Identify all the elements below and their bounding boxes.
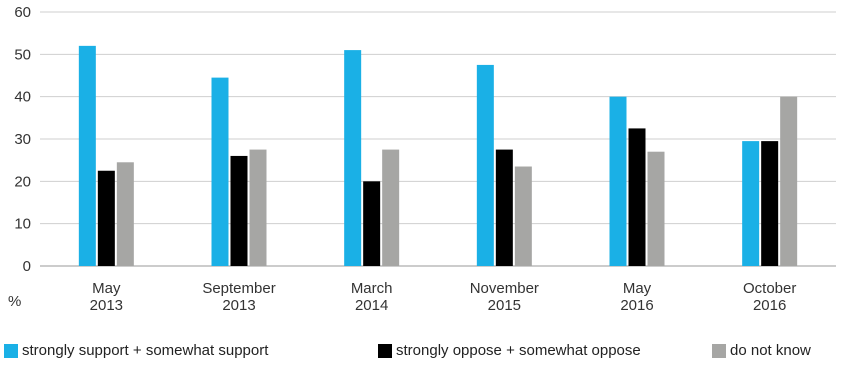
bar-series-1-3 <box>495 149 513 266</box>
bar-series-1-5 <box>761 141 779 266</box>
y-tick-label: 10 <box>14 216 31 233</box>
legend-item-support: strongly support + somewhat support <box>4 342 268 359</box>
legend-swatch-do-not-know <box>712 343 726 358</box>
x-category-label: October 2016 <box>743 280 796 314</box>
bar-series-2-1 <box>249 149 267 266</box>
y-tick-label: 20 <box>14 173 31 190</box>
bar-series-0-1 <box>211 77 229 266</box>
x-category-label: May 2016 <box>620 280 653 314</box>
bar-series-0-2 <box>344 50 362 266</box>
bar-series-2-2 <box>382 149 400 266</box>
y-tick-label: 50 <box>14 46 31 63</box>
legend-label-do-not-know: do not know <box>730 342 811 359</box>
bar-series-1-4 <box>628 128 646 266</box>
bar-series-0-0 <box>78 45 96 266</box>
x-category-label: November 2015 <box>470 280 539 314</box>
legend-item-do-not-know: do not know <box>712 342 811 359</box>
bar-series-2-0 <box>116 162 134 266</box>
x-category-label: March 2014 <box>351 280 393 314</box>
bar-series-0-3 <box>476 64 494 267</box>
bar-series-1-0 <box>97 170 115 266</box>
y-tick-label: 30 <box>14 131 31 148</box>
legend-swatch-support <box>4 343 18 358</box>
legend-label-support: strongly support + somewhat support <box>22 342 269 359</box>
legend-label-oppose: strongly oppose + somewhat oppose <box>396 342 641 359</box>
x-category-label: September 2013 <box>202 280 275 314</box>
y-tick-label: 40 <box>14 89 31 106</box>
bar-series-2-4 <box>647 151 665 266</box>
y-unit-label: % <box>8 293 21 310</box>
x-category-label: May 2013 <box>90 280 123 314</box>
bar-series-0-5 <box>742 141 760 266</box>
legend-item-oppose: strongly oppose + somewhat oppose <box>378 342 641 359</box>
bar-series-0-4 <box>609 96 627 267</box>
legend-swatch-oppose <box>378 343 392 358</box>
bar-series-2-5 <box>780 96 798 267</box>
bar-series-1-2 <box>363 181 381 266</box>
bar-series-1-1 <box>230 155 248 266</box>
bar-chart: 0 10 20 30 40 50 60% May 2013 September 2013 March 2… <box>8 4 836 314</box>
bar-series-2-3 <box>514 166 532 266</box>
y-tick-label: 60 <box>14 4 31 21</box>
y-tick-label: 0 <box>23 258 31 275</box>
legend: strongly support + somewhat support stro… <box>0 342 865 362</box>
